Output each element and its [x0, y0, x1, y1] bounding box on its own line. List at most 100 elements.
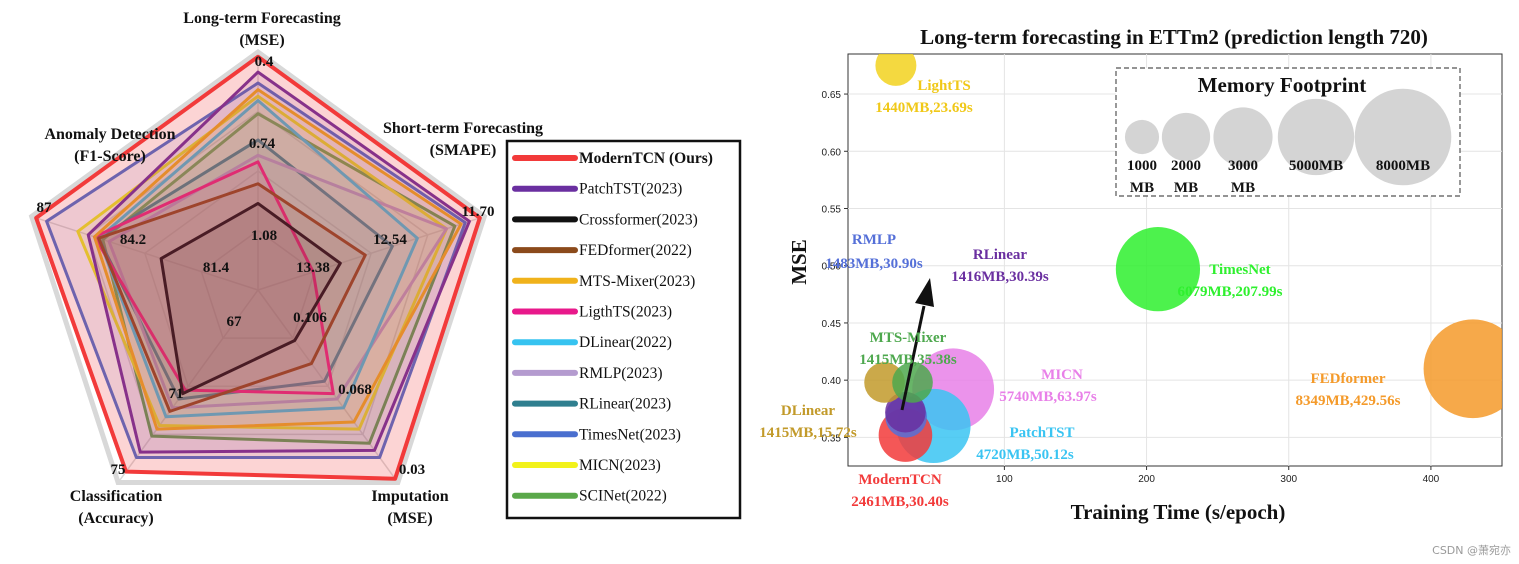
legend-label: ModernTCN (Ours): [579, 150, 713, 167]
radar-spoke: [117, 289, 259, 483]
bubble-label-detail: 1415MB,15.72s: [760, 425, 857, 441]
radar-axis-title: Classification: [70, 488, 163, 505]
memory-legend: Memory Footprint 1000 MB 2000 MB 3000 MB 5000MB…: [1115, 67, 1461, 197]
memory-legend-label: 1000: [1127, 158, 1157, 174]
memory-legend-title: Memory Footprint: [1198, 73, 1367, 97]
radar-series-moderntcn-ours: [34, 54, 482, 481]
bubble-fedformer: [1423, 319, 1502, 419]
radar-tick-label: 0.74: [249, 136, 276, 152]
radar-axis-title: Anomaly Detection: [44, 126, 175, 143]
improvement-arrow: [900, 278, 934, 411]
radar-axis-title: Long-term Forecasting: [183, 10, 340, 27]
memory-legend-bubble: [1161, 112, 1211, 162]
memory-legend-label: MB: [1174, 180, 1198, 196]
bubble-label-detail: 2461MB,30.40s: [851, 494, 949, 510]
legend-label: PatchTST(2023): [579, 181, 682, 198]
radar-tick-label: 1.08: [251, 228, 277, 244]
radar-tick-label: 67: [227, 314, 243, 330]
radar-grid: [28, 48, 488, 486]
legend-label: MICN(2023): [579, 457, 661, 474]
bubble-label-detail: 8349MB,429.56s: [1296, 393, 1401, 409]
radar-grid-ring: [200, 229, 316, 339]
y-tick-label: 0.50: [822, 262, 842, 273]
legend-label: Crossformer(2023): [579, 211, 698, 228]
radar-spoke: [31, 215, 259, 291]
bubble-label-detail: 5740MB,63.97s: [999, 389, 1097, 405]
memory-legend-label: 2000: [1171, 158, 1201, 174]
legend-label: LigthTS(2023): [579, 304, 672, 321]
radar-series-mts-mixer-2023: [92, 88, 463, 431]
legend-label: DLinear(2022): [579, 334, 672, 351]
radar-tick-label: 13.38: [296, 260, 330, 276]
bubble-label-name: LightTS: [917, 78, 970, 94]
radar-series-crossformer-2023: [159, 201, 342, 396]
radar-axis-titles: Long-term Forecasting (MSE) Short-term For…: [44, 10, 543, 527]
radar-tick-label: 87: [37, 200, 53, 216]
bubble-label-detail: 6079MB,207.99s: [1178, 284, 1283, 300]
memory-legend-bubble: [1213, 107, 1273, 167]
radar-axis-title: (Accuracy): [78, 510, 154, 527]
bubble-dlinear: [864, 362, 905, 403]
radar-tick-label: 0.106: [293, 310, 327, 326]
bubbles: [864, 54, 1502, 464]
memory-legend-bubble: [1354, 88, 1452, 186]
legend-label: TimesNet(2023): [579, 426, 681, 443]
radar-tick-label: 75: [111, 462, 126, 478]
bubble-label-name: MTS-Mixer: [870, 330, 947, 346]
y-axis-label: MSE: [787, 239, 811, 285]
bubble-label-name: DLinear: [781, 403, 836, 419]
bubble-label-detail: 1415MB,35.38s: [859, 352, 957, 368]
radar-tick-label: 0.4: [255, 54, 274, 70]
x-tick-label: 300: [1280, 474, 1297, 485]
bubble-label-name: FEDformer: [1311, 371, 1386, 387]
bubble-label-detail: 1440MB,23.69s: [875, 100, 973, 116]
y-tick-label: 0.35: [822, 433, 842, 444]
bubble-label-name: PatchTST: [1009, 425, 1074, 441]
radar-tick-label: 11.70: [462, 204, 495, 220]
bubble-chart: 100 200 300 400 0.35 0.40 0.45 0.50 0.55 0.60 0.65…: [760, 25, 1503, 524]
radar-grid-ring: [143, 170, 373, 388]
legend-label: RLinear(2023): [579, 396, 671, 413]
x-axis-label: Training Time (s/epoch): [1071, 500, 1286, 524]
memory-legend-label: MB: [1231, 180, 1255, 196]
radar-grid-ring: [28, 48, 488, 486]
bubble-label-detail: 4720MB,50.12s: [976, 447, 1074, 463]
radar-axis-title: (MSE): [387, 510, 432, 527]
radar-series: [34, 54, 482, 481]
bubble-label-name: RLinear: [973, 247, 1028, 263]
bubble-labels: ModernTCN 2461MB,30.40s PatchTST 4720MB,50.…: [760, 78, 1401, 510]
radar-ticks: 0.4 0.74 1.08 11.70 12.54 13.38 0.03 0.068 0.106…: [37, 54, 495, 478]
x-tick-label: 100: [996, 474, 1013, 485]
bubble-mts-mixer: [892, 362, 933, 403]
arrow-shaft: [900, 305, 926, 411]
radar-axis-title: (SMAPE): [430, 142, 497, 159]
y-tick-label: 0.60: [822, 147, 842, 158]
bubble-label-name: ModernTCN: [858, 472, 941, 488]
radar-grid-ring: [87, 110, 429, 436]
bubble-label-detail: 1416MB,30.39s: [951, 269, 1049, 285]
radar-axis-title: Imputation: [371, 488, 448, 505]
radar-tick-label: 84.2: [120, 232, 146, 248]
radar-chart: 0.4 0.74 1.08 11.70 12.54 13.38 0.03 0.068 0.106…: [28, 10, 742, 527]
memory-legend-label: MB: [1130, 180, 1154, 196]
legend-frame: [505, 139, 742, 520]
radar-tick-label: 12.54: [373, 232, 407, 248]
memory-legend-bubble: [1277, 98, 1355, 176]
legend-label: MTS-Mixer(2023): [579, 273, 695, 290]
memory-legend-label: 5000MB: [1289, 158, 1343, 174]
y-tick-label: 0.55: [822, 205, 842, 216]
radar-axis-title: (MSE): [239, 32, 284, 49]
radar-series-micn-2023: [76, 94, 449, 431]
bubble-label-name: RMLP: [852, 232, 896, 248]
bubble-timesnet: [1115, 227, 1201, 312]
radar-axis-title: (F1-Score): [74, 148, 146, 165]
radar-tick-label: 81.4: [203, 260, 230, 276]
bubble-label-detail: 1483MB,30.90s: [825, 256, 923, 272]
memory-legend-label: 8000MB: [1376, 158, 1430, 174]
chart-title: Long-term forecasting in ETTm2 (predicti…: [920, 25, 1428, 49]
radar-axis-title: Short-term Forecasting: [383, 120, 543, 137]
bubble-label-name: MICN: [1041, 367, 1083, 383]
memory-legend-bubble: [1124, 119, 1160, 155]
legend-label: FEDformer(2022): [579, 242, 692, 259]
radar-tick-label: 0.068: [338, 382, 372, 398]
